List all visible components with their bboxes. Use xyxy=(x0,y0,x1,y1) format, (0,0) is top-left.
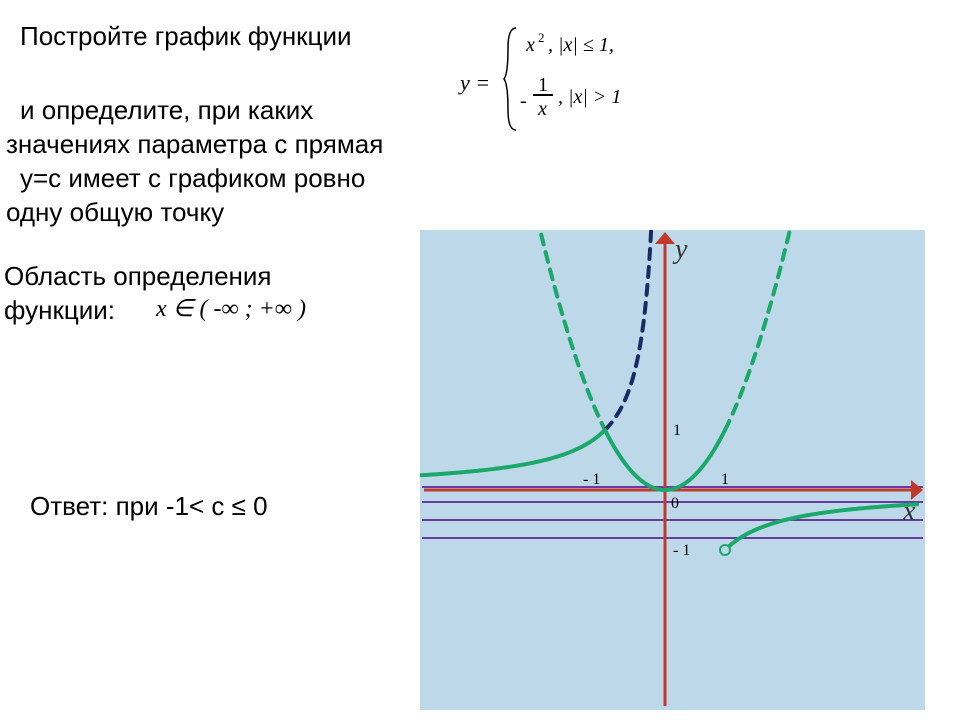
domain-expr: x ∈ ( -∞ ; +∞ ) xyxy=(156,294,306,325)
svg-text:0: 0 xyxy=(671,495,679,512)
svg-text:y: y xyxy=(672,234,688,265)
fraction-bar-icon xyxy=(533,94,553,96)
svg-text:x: x xyxy=(902,496,916,527)
piece1-x: x xyxy=(526,34,535,57)
answer-text: Ответ: при -1< c ≤ 0 xyxy=(30,490,268,524)
brace-icon xyxy=(502,24,520,134)
piece2-den: x xyxy=(538,98,547,121)
piece1-cond: , |x| ≤ 1, xyxy=(548,34,614,57)
piece2-cond: , |x| > 1 xyxy=(558,86,621,109)
svg-text:1: 1 xyxy=(721,471,729,488)
y-equals: y = xyxy=(460,70,490,96)
problem-line3: значениях параметра с прямая xyxy=(6,128,383,162)
problem-line2: и определите, при каких xyxy=(20,94,313,128)
problem-line1: Постройте график функции xyxy=(20,20,352,54)
svg-text:1: 1 xyxy=(673,422,681,439)
problem-line4: y=c имеет с графиком ровно xyxy=(20,162,365,196)
domain-label2: функции: xyxy=(4,294,115,328)
problem-line5: одну общую точку xyxy=(6,196,224,230)
piece1-exp: 2 xyxy=(538,30,545,46)
svg-text:- 1: - 1 xyxy=(583,471,600,488)
domain-label: Область определения xyxy=(4,260,272,294)
piece2-neg: - xyxy=(520,90,527,113)
function-graph: y x 0 - 1 1 1 - 1 xyxy=(420,230,925,710)
svg-text:- 1: - 1 xyxy=(673,542,690,559)
piecewise-formula: y = x 2 , |x| ≤ 1, - 1 x , |x| > 1 xyxy=(460,24,760,134)
